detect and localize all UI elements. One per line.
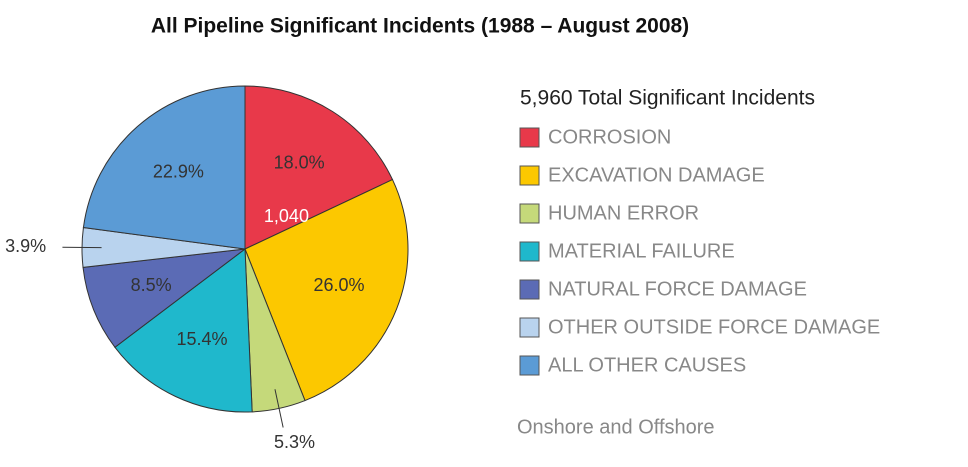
legend-label: CORROSION <box>548 126 671 148</box>
data-label: 26.0% <box>313 275 364 295</box>
legend-swatch <box>519 317 540 338</box>
legend-label: ALL OTHER CAUSES <box>548 354 746 376</box>
data-label: 3.9% <box>5 236 46 256</box>
data-label: 15.4% <box>176 329 227 349</box>
legend-label: OTHER OUTSIDE FORCE DAMAGE <box>548 316 880 338</box>
data-label: 18.0% <box>274 152 325 172</box>
data-label: 22.9% <box>153 162 204 182</box>
legend-label: MATERIAL FAILURE <box>548 240 735 262</box>
annotation: 1,040 <box>264 206 309 226</box>
legend-label: NATURAL FORCE DAMAGE <box>548 278 807 300</box>
pie-slice <box>244 85 394 250</box>
legend-swatch <box>519 355 540 376</box>
pie-slice <box>82 248 247 348</box>
legend-label: HUMAN ERROR <box>548 202 699 224</box>
legend-swatch <box>519 279 540 300</box>
data-label: 8.5% <box>131 275 172 295</box>
pie-slice <box>114 248 253 413</box>
legend-swatch <box>519 165 540 186</box>
legend-swatch <box>519 127 540 148</box>
pie-slice <box>244 178 409 402</box>
chart-title: All Pipeline Significant Incidents (1988… <box>151 15 689 38</box>
legend-swatch <box>519 241 540 262</box>
note: Onshore and Offshore <box>517 416 715 438</box>
leader-line <box>274 389 284 428</box>
pie-slice <box>82 85 246 250</box>
legend-swatch <box>519 203 540 224</box>
data-label: 5.3% <box>274 432 315 452</box>
subtitle: 5,960 Total Significant Incidents <box>520 87 815 110</box>
legend-label: EXCAVATION DAMAGE <box>548 164 765 186</box>
